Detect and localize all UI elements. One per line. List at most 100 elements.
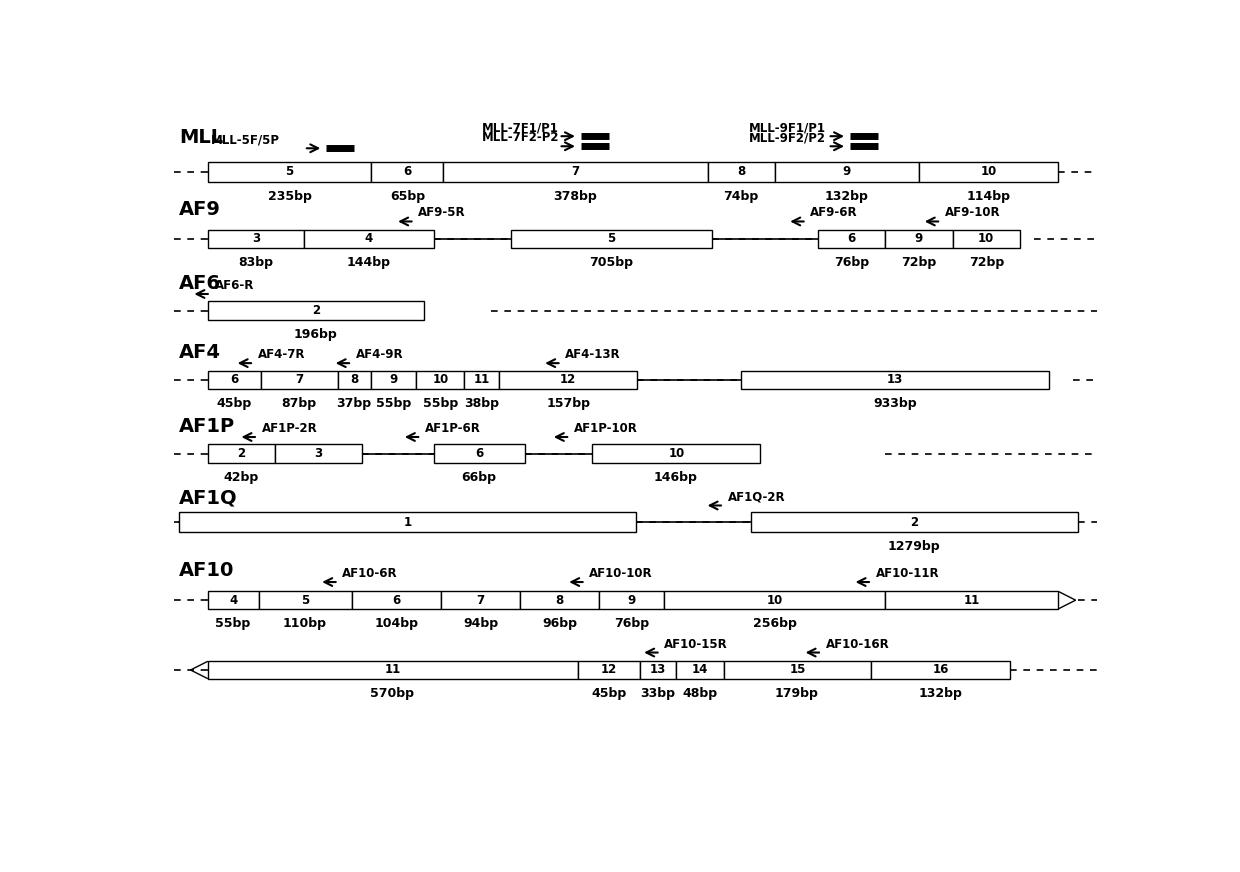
Text: AF9-5R: AF9-5R <box>418 207 466 220</box>
Text: 9: 9 <box>915 233 923 245</box>
Text: MLL: MLL <box>179 128 223 147</box>
Text: 55bp: 55bp <box>216 617 250 630</box>
Bar <box>371 371 417 389</box>
Text: 72bp: 72bp <box>968 256 1004 269</box>
Text: 66bp: 66bp <box>461 471 496 484</box>
Text: 9: 9 <box>843 166 851 178</box>
Text: AF1Q: AF1Q <box>179 488 238 508</box>
Text: AF1P-6R: AF1P-6R <box>425 422 481 435</box>
Bar <box>352 591 441 609</box>
Text: 9: 9 <box>627 594 636 607</box>
Text: 378bp: 378bp <box>553 190 596 203</box>
Text: 33bp: 33bp <box>640 687 675 699</box>
Text: 1: 1 <box>403 515 412 528</box>
Text: AF6-R: AF6-R <box>215 279 254 292</box>
Text: 65bp: 65bp <box>391 190 425 203</box>
Bar <box>275 445 362 463</box>
Bar <box>371 161 444 182</box>
Bar <box>885 229 952 249</box>
Text: 235bp: 235bp <box>268 190 311 203</box>
Bar <box>511 229 712 249</box>
Text: 6: 6 <box>393 594 401 607</box>
Text: 4: 4 <box>365 233 373 245</box>
Bar <box>751 512 1078 532</box>
Text: 7: 7 <box>295 373 304 386</box>
Text: 132bp: 132bp <box>825 190 869 203</box>
Text: 5: 5 <box>608 233 615 245</box>
Text: 13: 13 <box>887 373 903 386</box>
Text: AF1Q-2R: AF1Q-2R <box>728 490 785 503</box>
Text: 11: 11 <box>384 664 401 677</box>
Text: 10: 10 <box>978 233 994 245</box>
Text: 13: 13 <box>650 664 666 677</box>
Bar <box>599 591 665 609</box>
Bar <box>521 591 599 609</box>
Text: AF4-7R: AF4-7R <box>258 348 305 361</box>
Text: 8: 8 <box>737 166 745 178</box>
Text: AF4: AF4 <box>179 343 221 362</box>
Text: 45bp: 45bp <box>216 398 252 411</box>
Text: AF10-11R: AF10-11R <box>875 567 940 580</box>
Text: 12: 12 <box>560 373 577 386</box>
Text: 76bp: 76bp <box>835 256 869 269</box>
Text: 5: 5 <box>285 166 294 178</box>
Text: 196bp: 196bp <box>294 328 337 341</box>
Bar <box>870 661 1011 678</box>
Text: 76bp: 76bp <box>614 617 650 630</box>
Text: 157bp: 157bp <box>547 398 590 411</box>
Text: 42bp: 42bp <box>224 471 259 484</box>
Bar <box>742 371 1049 389</box>
Text: 12: 12 <box>601 664 618 677</box>
Text: 3: 3 <box>252 233 260 245</box>
Text: 6: 6 <box>403 166 412 178</box>
Bar <box>498 371 637 389</box>
Bar <box>676 661 724 678</box>
Text: 2: 2 <box>312 304 320 317</box>
Bar <box>444 161 708 182</box>
Bar <box>208 661 578 678</box>
Text: MLL-9F2/P2: MLL-9F2/P2 <box>749 132 826 144</box>
Bar <box>708 161 775 182</box>
Bar <box>434 445 525 463</box>
Text: 570bp: 570bp <box>371 687 414 699</box>
Bar <box>304 229 434 249</box>
Text: 132bp: 132bp <box>918 687 962 699</box>
Text: 96bp: 96bp <box>542 617 577 630</box>
Bar <box>208 229 304 249</box>
Bar <box>724 661 870 678</box>
Text: 6: 6 <box>848 233 856 245</box>
Text: 16: 16 <box>932 664 949 677</box>
Text: AF10: AF10 <box>179 562 234 580</box>
Text: 705bp: 705bp <box>589 256 634 269</box>
Text: AF9-6R: AF9-6R <box>811 207 858 220</box>
Bar <box>885 591 1058 609</box>
Text: 72bp: 72bp <box>901 256 936 269</box>
Text: MLL-5F/5P: MLL-5F/5P <box>211 133 280 146</box>
Text: 10: 10 <box>668 447 684 460</box>
Text: AF1P-10R: AF1P-10R <box>574 422 637 435</box>
Bar <box>578 661 640 678</box>
Bar <box>665 591 885 609</box>
Text: 5: 5 <box>301 594 310 607</box>
Bar <box>818 229 885 249</box>
Text: 15: 15 <box>789 664 806 677</box>
Text: MLL-7F2-P2: MLL-7F2-P2 <box>481 132 559 144</box>
Text: 256bp: 256bp <box>753 617 797 630</box>
Text: 10: 10 <box>766 594 782 607</box>
Bar <box>208 302 424 320</box>
Text: 104bp: 104bp <box>374 617 418 630</box>
Text: MLL-7F1/P1: MLL-7F1/P1 <box>481 121 558 134</box>
Text: 14: 14 <box>692 664 708 677</box>
Text: 7: 7 <box>572 166 579 178</box>
Bar <box>337 371 371 389</box>
Text: 4: 4 <box>229 594 237 607</box>
Text: 7: 7 <box>476 594 485 607</box>
Text: 110bp: 110bp <box>283 617 327 630</box>
Text: AF10-6R: AF10-6R <box>342 567 398 580</box>
Text: 8: 8 <box>350 373 358 386</box>
Text: 87bp: 87bp <box>281 398 316 411</box>
Bar <box>417 371 465 389</box>
Text: AF1P-2R: AF1P-2R <box>262 422 317 435</box>
Bar <box>179 512 635 532</box>
Text: AF4-9R: AF4-9R <box>356 348 403 361</box>
